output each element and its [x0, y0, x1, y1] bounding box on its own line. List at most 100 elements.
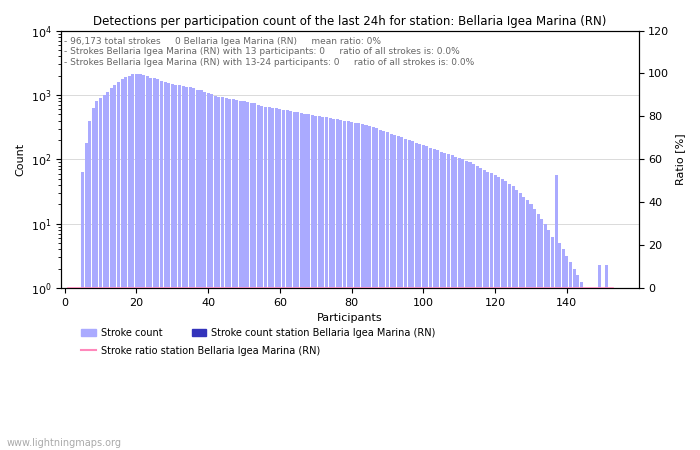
Bar	[551, 237, 554, 450]
Bar	[336, 119, 339, 450]
Bar	[540, 219, 543, 450]
Bar	[340, 120, 342, 450]
Bar	[199, 90, 202, 450]
Bar	[508, 184, 511, 450]
Bar	[300, 113, 303, 450]
Title: Detections per participation count of the last 24h for station: Bellaria Igea Ma: Detections per participation count of th…	[93, 15, 606, 28]
Bar	[196, 90, 199, 450]
Bar	[103, 95, 106, 450]
Bar	[414, 143, 418, 450]
Bar	[332, 119, 335, 450]
Bar	[558, 243, 561, 450]
Bar	[296, 112, 300, 450]
Bar	[365, 125, 368, 450]
Bar	[289, 111, 292, 450]
Bar	[210, 94, 214, 450]
Bar	[379, 130, 382, 450]
Bar	[279, 109, 281, 450]
Bar	[164, 82, 167, 450]
Bar	[304, 113, 307, 450]
Bar	[522, 197, 525, 450]
X-axis label: Participants: Participants	[317, 313, 383, 323]
Bar	[293, 112, 296, 450]
Bar	[264, 107, 267, 450]
Bar	[346, 122, 349, 450]
Bar	[397, 136, 400, 450]
Bar	[260, 106, 263, 450]
Bar	[422, 145, 425, 450]
Bar	[127, 76, 131, 450]
Bar	[566, 256, 568, 450]
Bar	[160, 81, 163, 450]
Bar	[411, 141, 414, 450]
Bar	[436, 150, 439, 450]
Bar	[486, 171, 489, 450]
Bar	[110, 89, 113, 450]
Bar	[419, 144, 421, 450]
Bar	[181, 86, 185, 450]
Bar	[461, 159, 464, 450]
Bar	[404, 139, 407, 450]
Bar	[519, 193, 522, 450]
Bar	[221, 98, 224, 450]
Bar	[468, 162, 472, 450]
Bar	[132, 74, 134, 450]
Bar	[253, 104, 256, 450]
Bar	[490, 173, 493, 450]
Bar	[314, 116, 317, 450]
Bar	[529, 204, 533, 450]
Bar	[440, 152, 443, 450]
Bar	[372, 127, 375, 450]
Bar	[81, 172, 84, 450]
Bar	[185, 86, 188, 450]
Bar	[515, 189, 518, 450]
Bar	[400, 137, 403, 450]
Bar	[178, 85, 181, 450]
Bar	[257, 104, 260, 450]
Bar	[494, 176, 496, 450]
Bar	[92, 108, 95, 450]
Bar	[113, 85, 116, 450]
Text: www.lightningmaps.org: www.lightningmaps.org	[7, 438, 122, 448]
Bar	[357, 123, 360, 450]
Bar	[242, 101, 246, 450]
Bar	[318, 116, 321, 450]
Bar	[472, 164, 475, 450]
Bar	[598, 265, 601, 450]
Bar	[275, 108, 278, 450]
Bar	[286, 110, 288, 450]
Bar	[386, 132, 389, 450]
Bar	[350, 122, 354, 450]
Bar	[569, 262, 572, 450]
Bar	[526, 201, 529, 450]
Bar	[407, 140, 411, 450]
Bar	[246, 102, 249, 450]
Bar	[465, 161, 468, 450]
Bar	[476, 166, 479, 450]
Text: - 96,173 total strokes     0 Bellaria Igea Marina (RN)     mean ratio: 0%
- Stro: - 96,173 total strokes 0 Bellaria Igea M…	[64, 37, 474, 67]
Bar	[458, 158, 461, 450]
Bar	[443, 153, 447, 450]
Bar	[106, 92, 109, 450]
Bar	[605, 265, 608, 450]
Bar	[95, 101, 99, 450]
Bar	[554, 176, 558, 450]
Bar	[361, 124, 364, 450]
Bar	[447, 154, 450, 450]
Bar	[544, 224, 547, 450]
Bar	[218, 97, 220, 450]
Bar	[214, 95, 217, 450]
Bar	[480, 168, 482, 450]
Bar	[171, 84, 174, 450]
Bar	[561, 249, 565, 450]
Bar	[156, 80, 160, 450]
Bar	[426, 146, 428, 450]
Bar	[203, 92, 206, 450]
Bar	[135, 74, 138, 450]
Bar	[382, 131, 386, 450]
Legend: Stroke ratio station Bellaria Igea Marina (RN): Stroke ratio station Bellaria Igea Marin…	[78, 342, 324, 360]
Bar	[235, 100, 239, 450]
Bar	[497, 177, 500, 450]
Bar	[505, 181, 508, 450]
Y-axis label: Count: Count	[15, 143, 25, 176]
